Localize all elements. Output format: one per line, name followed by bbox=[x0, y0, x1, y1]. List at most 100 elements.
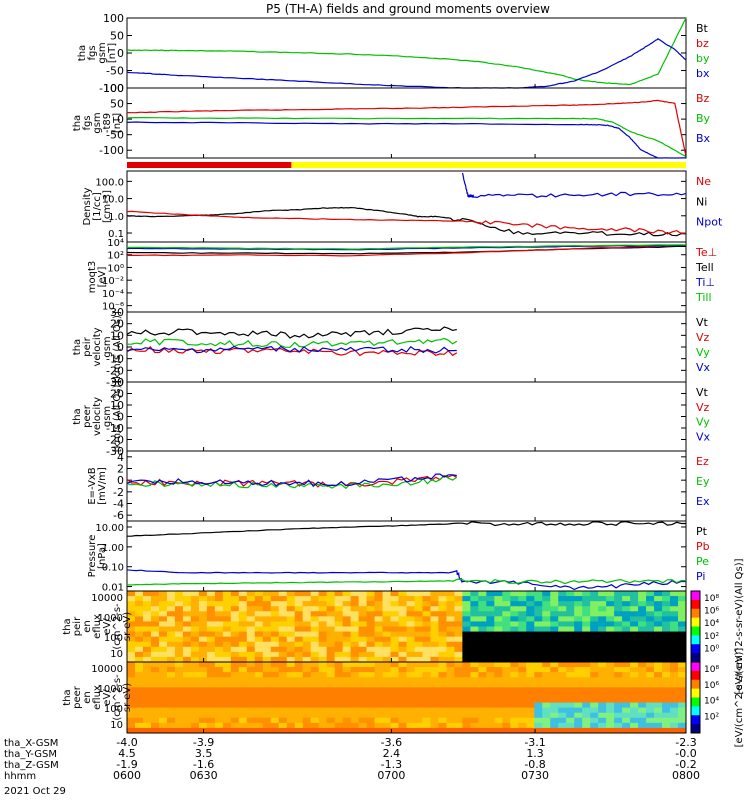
heat-cell bbox=[334, 707, 344, 714]
heat-cell bbox=[654, 707, 663, 714]
heat-cell bbox=[606, 656, 615, 663]
heat-cell bbox=[462, 631, 471, 638]
heat-cell bbox=[614, 707, 623, 714]
heat-cell bbox=[446, 591, 455, 597]
heat-cell bbox=[286, 712, 296, 719]
heat-cell bbox=[222, 692, 232, 698]
heat-cell bbox=[198, 591, 208, 597]
y-axis-label: tha bbox=[72, 408, 83, 424]
heat-cell bbox=[390, 636, 400, 643]
heat-cell bbox=[166, 727, 176, 734]
heat-cell bbox=[246, 667, 256, 673]
y-axis-label: Density bbox=[82, 187, 93, 225]
heat-cell bbox=[486, 611, 495, 617]
heat-cell bbox=[174, 707, 184, 714]
heat-cell bbox=[190, 646, 200, 653]
heat-cell bbox=[582, 636, 591, 643]
heat-cell bbox=[310, 722, 320, 729]
heat-cell bbox=[550, 646, 559, 653]
heat-cell bbox=[646, 626, 655, 633]
heat-cell bbox=[390, 621, 400, 627]
heat-cell bbox=[430, 712, 439, 719]
heat-cell bbox=[310, 672, 320, 678]
heat-cell bbox=[246, 687, 256, 693]
heat-cell bbox=[278, 631, 288, 638]
indicator-segment bbox=[127, 162, 292, 168]
heat-cell bbox=[254, 611, 264, 617]
heat-cell bbox=[134, 631, 144, 638]
heat-cell bbox=[342, 656, 352, 663]
heat-cell bbox=[438, 712, 447, 719]
heat-cell bbox=[486, 667, 495, 673]
heat-cell bbox=[230, 702, 240, 709]
heat-cell bbox=[358, 662, 368, 668]
heat-cell bbox=[222, 631, 232, 638]
heat-cell bbox=[550, 651, 559, 658]
heat-cell bbox=[662, 677, 671, 683]
heat-cell bbox=[614, 662, 623, 668]
heat-cell bbox=[286, 697, 296, 704]
heat-cell bbox=[446, 692, 455, 698]
heat-cell bbox=[302, 626, 312, 633]
colorbar-tick: 10⁶ bbox=[704, 607, 719, 617]
heat-cell bbox=[230, 697, 240, 704]
heat-cell bbox=[502, 672, 511, 678]
y-tick-label: 50 bbox=[110, 98, 124, 111]
heat-cell bbox=[238, 596, 248, 602]
heat-cell bbox=[670, 672, 679, 678]
colorbar-segment bbox=[691, 617, 700, 627]
heat-cell bbox=[582, 717, 591, 724]
heat-cell bbox=[398, 727, 407, 734]
heat-cell bbox=[430, 697, 439, 704]
heat-cell bbox=[214, 667, 224, 673]
heat-cell bbox=[574, 727, 583, 734]
heat-cell bbox=[654, 687, 663, 693]
heat-cell bbox=[134, 601, 144, 607]
heat-cell bbox=[622, 692, 631, 698]
heat-cell bbox=[286, 636, 296, 643]
heat-cell bbox=[518, 656, 527, 663]
heat-cell bbox=[670, 687, 679, 693]
heat-cell bbox=[494, 591, 503, 597]
heat-cell bbox=[190, 651, 200, 658]
heat-cell bbox=[638, 677, 647, 683]
heat-cell bbox=[294, 702, 304, 709]
heat-cell bbox=[270, 611, 280, 617]
heat-cell bbox=[430, 591, 439, 597]
heat-cell bbox=[454, 722, 463, 729]
heat-cell bbox=[598, 631, 607, 638]
heat-cell bbox=[318, 662, 328, 668]
heat-cell bbox=[214, 636, 224, 643]
legend-Vx: Vx bbox=[696, 361, 711, 374]
heat-cell bbox=[494, 677, 503, 683]
heat-cell bbox=[326, 606, 336, 612]
heat-cell bbox=[174, 692, 184, 698]
heat-cell bbox=[574, 687, 583, 693]
heat-cell bbox=[478, 667, 487, 673]
heat-cell bbox=[550, 682, 559, 688]
heat-cell bbox=[486, 641, 495, 648]
heat-cell bbox=[534, 667, 543, 673]
heat-cell bbox=[558, 656, 567, 663]
heat-cell bbox=[478, 621, 487, 627]
heat-cell bbox=[182, 606, 192, 612]
heat-cell bbox=[422, 606, 431, 612]
x-row-value: 0730 bbox=[521, 769, 549, 782]
legend-Ne: Ne bbox=[696, 175, 711, 188]
heat-cell bbox=[598, 722, 607, 729]
heat-cell bbox=[166, 692, 176, 698]
heat-cell bbox=[622, 707, 631, 714]
heat-cell bbox=[174, 616, 184, 622]
heat-cell bbox=[534, 717, 543, 724]
heat-cell bbox=[294, 646, 304, 653]
heat-cell bbox=[182, 722, 192, 729]
heat-cell bbox=[438, 677, 447, 683]
heat-cell bbox=[318, 722, 328, 729]
heat-cell bbox=[446, 596, 455, 602]
heat-cell bbox=[158, 672, 168, 678]
heat-cell bbox=[318, 667, 328, 673]
heat-cell bbox=[630, 687, 639, 693]
heat-cell bbox=[254, 606, 264, 612]
